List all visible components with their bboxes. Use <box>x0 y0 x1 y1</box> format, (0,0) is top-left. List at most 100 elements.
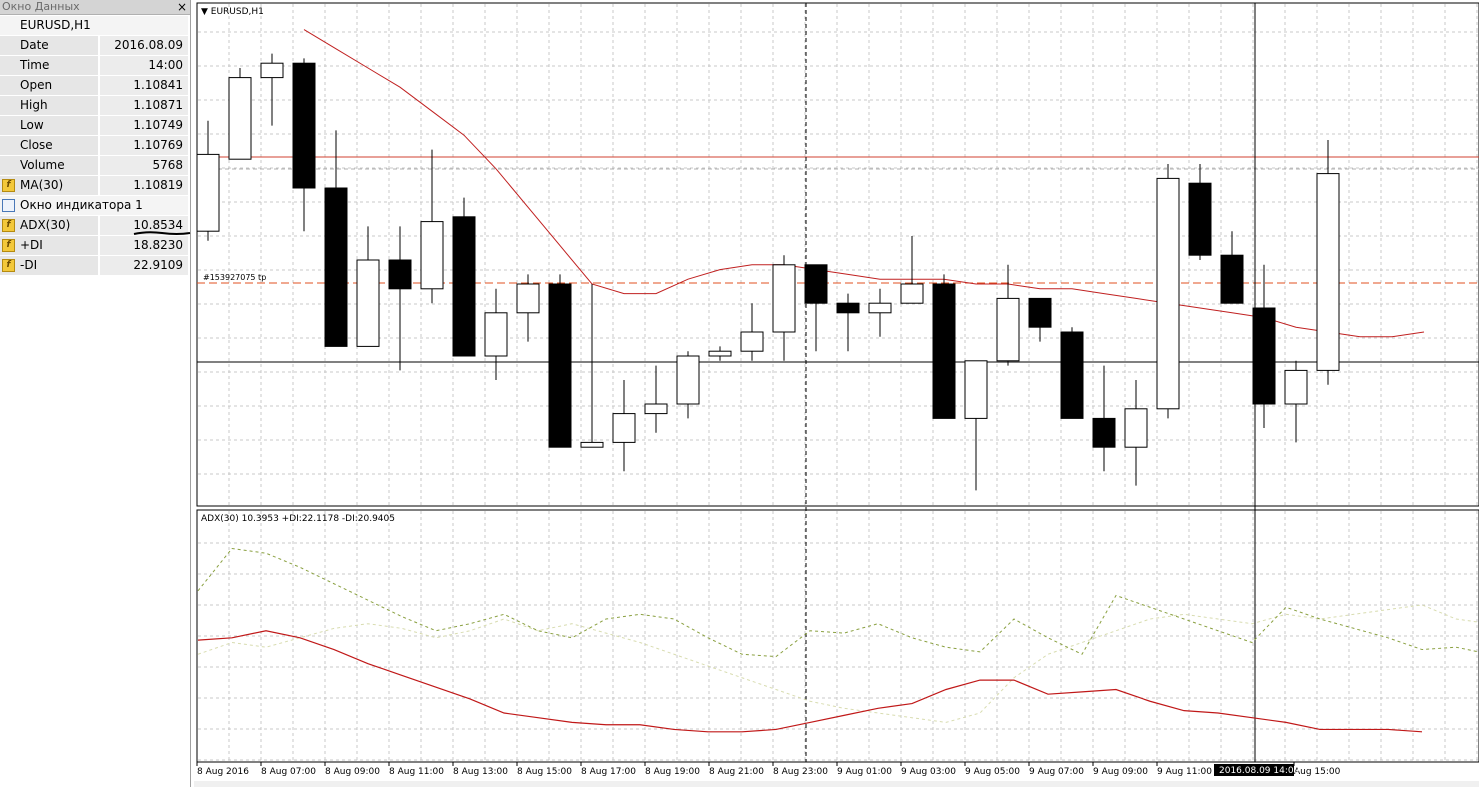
data-row-value: 2016.08.09 <box>100 36 188 55</box>
minus-di-row: -DI f 22.9109 <box>0 256 188 276</box>
data-row-label: Volume <box>0 156 98 175</box>
time-axis-label: 8 Aug 23:00 <box>773 767 828 777</box>
candle-body <box>900 283 924 304</box>
close-icon[interactable]: × <box>176 0 187 14</box>
data-row-value: 1.10749 <box>100 116 188 135</box>
data-window-title-bar[interactable]: Окно Данных × <box>0 0 190 15</box>
candle-body <box>996 297 1020 362</box>
function-icon: f <box>2 219 15 232</box>
symbol-row-label: EURUSD,H1 <box>0 16 188 35</box>
candle-body <box>324 187 348 347</box>
plus-di-row: +DI f 18.8230 <box>0 236 188 256</box>
minus-di-line <box>197 604 1479 723</box>
data-row-low: Low 1.10749 <box>0 116 188 136</box>
data-row-label: Close <box>0 136 98 155</box>
status-strip <box>194 781 1479 787</box>
time-axis-label: 9 Aug 01:00 <box>837 767 892 777</box>
indicator-window-row: Окно индикатора 1 <box>0 196 188 216</box>
time-axis-label: 9 Aug 03:00 <box>901 767 956 777</box>
data-row-label: Time <box>0 56 98 75</box>
data-row-close: Close 1.10769 <box>0 136 188 156</box>
data-row-value: 1.10841 <box>100 76 188 95</box>
indicator-window-label: Окно индикатора 1 <box>0 196 188 215</box>
data-window-title: Окно Данных <box>2 0 80 13</box>
time-axis-label: 9 Aug 07:00 <box>1029 767 1084 777</box>
sub-chart-header: ADX(30) 10.3953 +DI:22.1178 -DI:20.9405 <box>201 514 395 524</box>
data-row-value: 1.10769 <box>100 136 188 155</box>
candle-body <box>1028 297 1052 328</box>
candle-body <box>292 62 316 189</box>
ma-row-value: 1.10819 <box>100 176 188 195</box>
data-window-panel: Окно Данных × EURUSD,H1 Date 2016.08.09 Ti… <box>0 0 191 787</box>
data-row-label: High <box>0 96 98 115</box>
candle-body <box>612 413 636 443</box>
time-axis-label: 8 Aug 19:00 <box>645 767 700 777</box>
candle-body <box>1124 408 1148 448</box>
candle-body <box>932 283 956 419</box>
time-axis: 8 Aug 2016 8 Aug 07:00 8 Aug 09:00 8 Aug 11… <box>196 762 1341 777</box>
candle-body <box>1092 417 1116 448</box>
candles-group <box>196 53 1340 491</box>
main-chart-frame <box>196 2 1479 507</box>
function-icon: f <box>2 239 15 252</box>
candle-body <box>1220 254 1244 304</box>
data-row-volume: Volume 5768 <box>0 156 188 176</box>
candle-body <box>1252 307 1276 405</box>
time-axis-label: 9 Aug 09:00 <box>1093 767 1148 777</box>
crosshair-time-label-bg <box>1214 764 1294 776</box>
adx-row: ADX(30) f 10.8534 <box>0 216 188 236</box>
data-row-label: Low <box>0 116 98 135</box>
chart-canvas[interactable]: ▼ EURUSD,H1 #153927075 tp ADX(30) 10.395… <box>194 0 1479 787</box>
time-axis-label: 8 Aug 07:00 <box>261 767 316 777</box>
candle-body <box>740 331 764 352</box>
candle-body <box>388 259 412 290</box>
ma-row: MA(30) f 1.10819 <box>0 176 188 196</box>
candle-body <box>772 264 796 333</box>
minus-di-row-label: -DI <box>0 256 98 275</box>
candle-body <box>452 216 476 357</box>
data-row-date: Date 2016.08.09 <box>0 36 188 56</box>
minus-di-row-value: 22.9109 <box>100 256 188 275</box>
candle-body <box>1284 369 1308 405</box>
ma30-line <box>303 29 1425 338</box>
adx-lines-group <box>197 547 1479 733</box>
candle-body <box>804 264 828 304</box>
candle-body <box>484 312 508 357</box>
candle-body <box>260 62 284 79</box>
data-row-time: Time 14:00 <box>0 56 188 76</box>
take-profit-label: #153927075 tp <box>203 273 266 282</box>
candle-body <box>708 350 732 357</box>
candle-body <box>548 283 572 448</box>
time-axis-label: 8 Aug 13:00 <box>453 767 508 777</box>
candle-body <box>196 153 220 232</box>
candle-body <box>868 302 892 314</box>
time-axis-label: 9 Aug 11:00 <box>1157 767 1212 777</box>
ma-row-label: MA(30) <box>0 176 98 195</box>
data-row-label: Open <box>0 76 98 95</box>
adx-line <box>197 630 1423 733</box>
candle-body <box>1060 331 1084 419</box>
adx-row-label: ADX(30) <box>0 216 98 235</box>
candle-body <box>964 360 988 419</box>
main-chart-header[interactable]: ▼ EURUSD,H1 <box>201 7 264 17</box>
chart-area[interactable]: ▼ EURUSD,H1 #153927075 tp ADX(30) 10.395… <box>194 0 1479 787</box>
indicator-window-icon <box>2 199 15 212</box>
candle-body <box>1316 173 1340 371</box>
candle-body <box>356 259 380 347</box>
time-axis-label: 8 Aug 15:00 <box>517 767 572 777</box>
time-axis-label: 9 Aug 05:00 <box>965 767 1020 777</box>
ma30-polyline <box>303 29 1425 338</box>
adx-row-value: 10.8534 <box>100 216 188 235</box>
data-row-high: High 1.10871 <box>0 96 188 116</box>
time-axis-label: Aug 15:00 <box>1294 767 1341 777</box>
data-row-label: Date <box>0 36 98 55</box>
plus-di-row-label: +DI <box>0 236 98 255</box>
function-icon: f <box>2 259 15 272</box>
data-row-value: 14:00 <box>100 56 188 75</box>
time-axis-label: 8 Aug 17:00 <box>581 767 636 777</box>
pen-scribble-mark <box>133 231 191 235</box>
time-axis-label: 8 Aug 09:00 <box>325 767 380 777</box>
symbol-row: EURUSD,H1 <box>0 16 188 36</box>
candle-body <box>420 221 444 290</box>
candle-body <box>580 441 604 448</box>
